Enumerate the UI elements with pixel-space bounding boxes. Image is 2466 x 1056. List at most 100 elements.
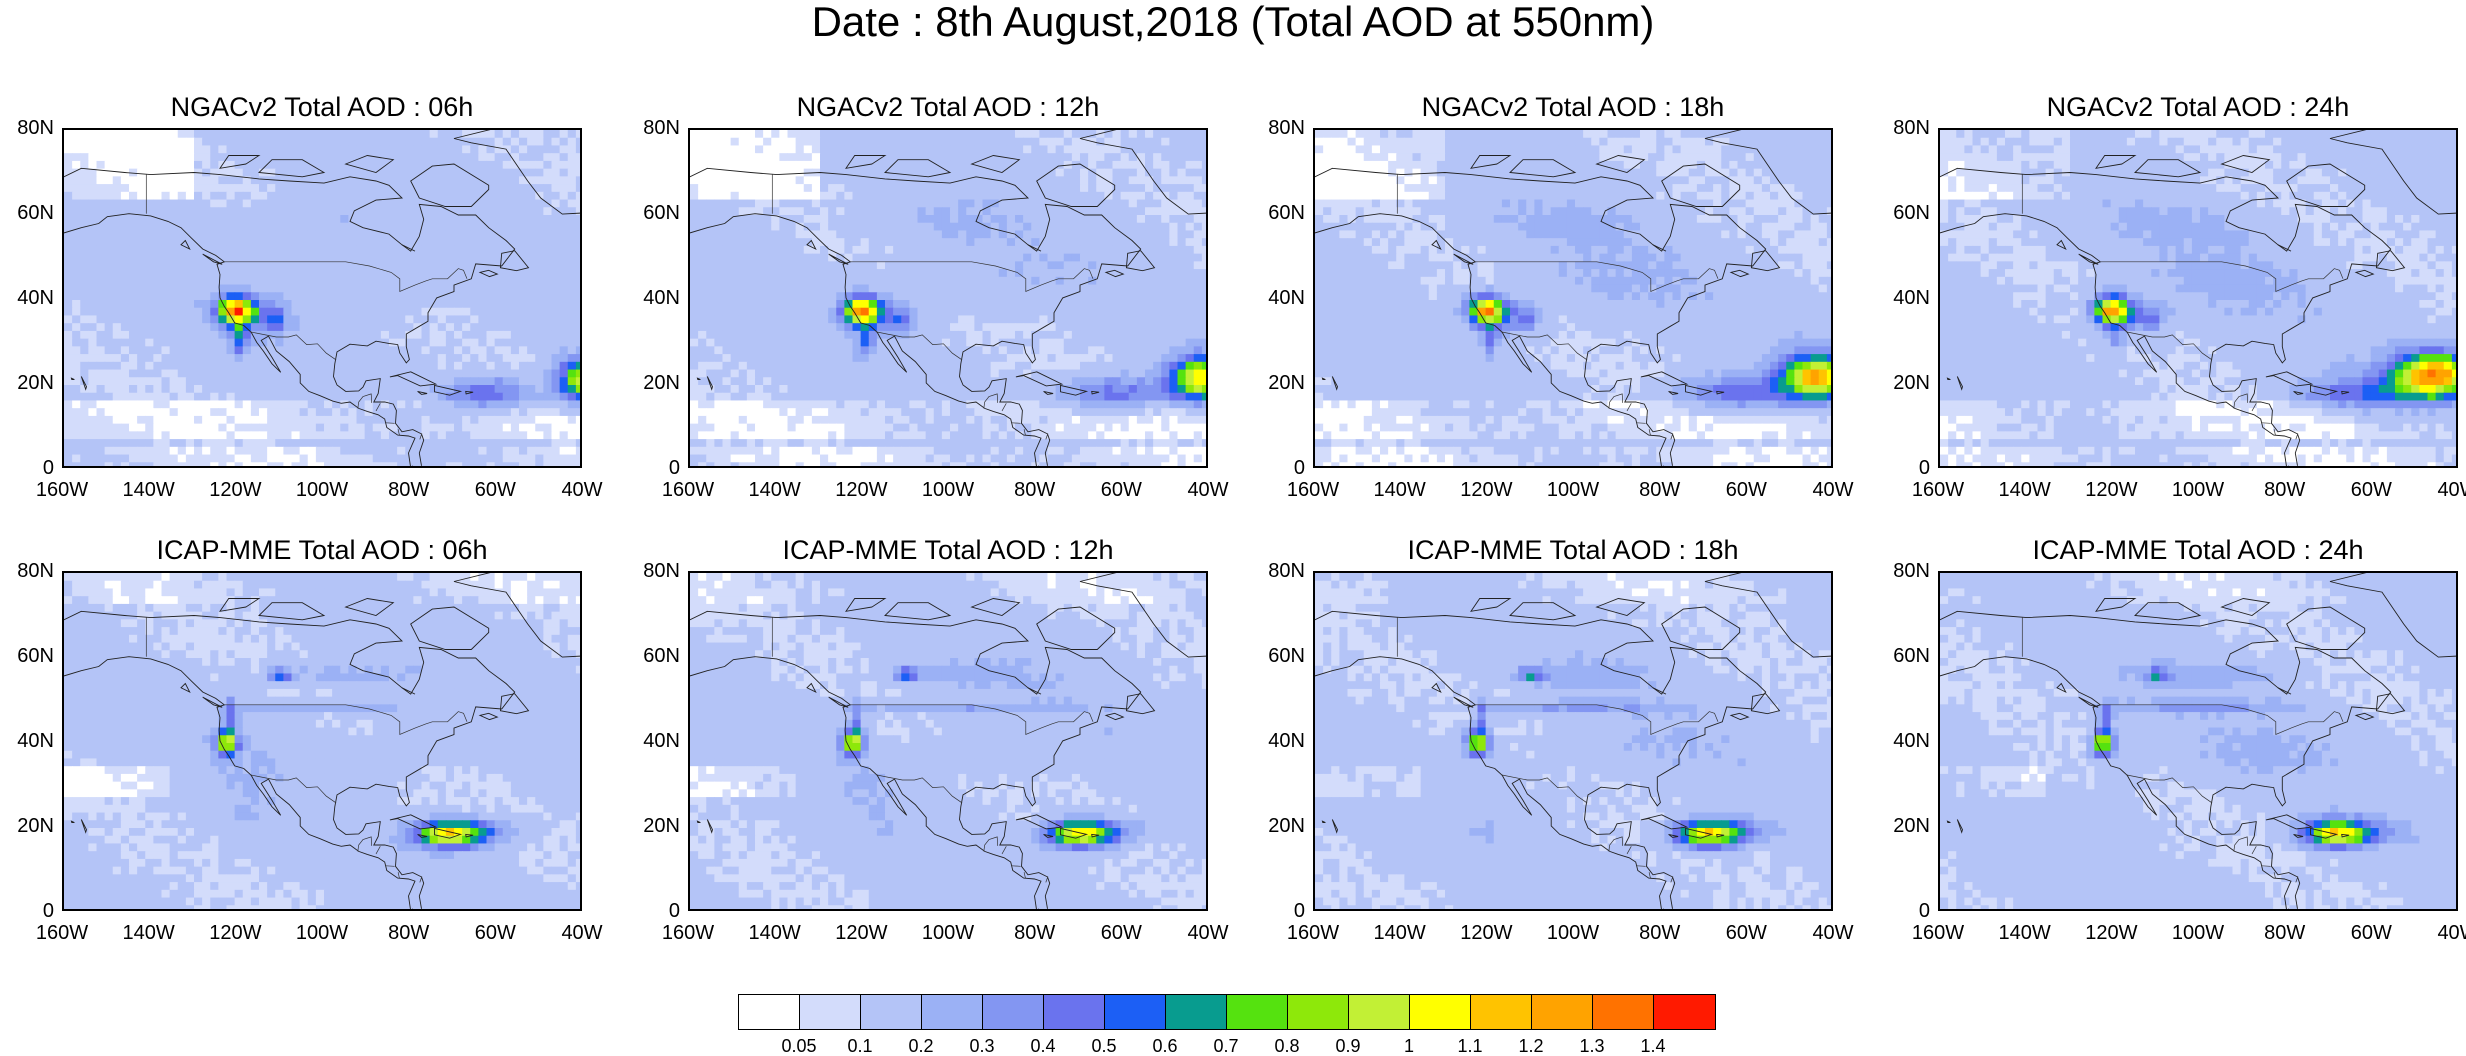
colorbar-swatch: [983, 995, 1044, 1029]
x-tick-label: 140W: [735, 923, 815, 943]
panel-title: NGACv2 Total AOD : 06h: [62, 92, 582, 122]
aod-map: [1938, 571, 2458, 911]
y-tick-label: 0: [620, 901, 680, 921]
y-tick-label: 40N: [1245, 288, 1305, 308]
x-tick-label: 80W: [2245, 923, 2325, 943]
colorbar-swatch: [1410, 995, 1471, 1029]
map-panel: NGACv2 Total AOD : 24h 80N 60N 40N 20N 0 160W 1…: [1893, 92, 2466, 500]
x-tick-label: 80W: [995, 480, 1075, 500]
x-tick-label: 120W: [195, 480, 275, 500]
y-tick-label: 0: [0, 458, 54, 478]
y-tick-label: 0: [620, 458, 680, 478]
x-tick-label: 100W: [2158, 923, 2238, 943]
coastlines: [1315, 130, 1831, 466]
aod-field-svg: [1940, 130, 2456, 466]
country-borders: [1396, 174, 1719, 440]
y-tick-label: 80N: [0, 118, 54, 138]
colorbar-swatch: [1227, 995, 1288, 1029]
x-tick-label: 160W: [1898, 923, 1978, 943]
x-tick-label: 100W: [282, 480, 362, 500]
y-tick-label: 0: [1245, 901, 1305, 921]
aod-grid-cells: [1315, 130, 1831, 466]
y-tick-label: 20N: [1870, 373, 1930, 393]
x-tick-label: 160W: [648, 480, 728, 500]
x-tick-label: 40W: [2418, 923, 2466, 943]
aod-grid-cells: [1940, 573, 2456, 909]
aod-map: [1313, 571, 1833, 911]
x-tick-label: 100W: [1533, 480, 1613, 500]
panel-title: ICAP-MME Total AOD : 24h: [1938, 535, 2458, 565]
y-tick-label: 40N: [1245, 731, 1305, 751]
x-tick-label: 120W: [1446, 480, 1526, 500]
y-tick-label: 40N: [620, 288, 680, 308]
colorbar-swatch: [1349, 995, 1410, 1029]
aod-map: [62, 128, 582, 468]
x-tick-label: 100W: [1533, 923, 1613, 943]
y-tick-label: 60N: [1245, 646, 1305, 666]
map-panel: ICAP-MME Total AOD : 12h 80N 60N 40N 20N 0 160…: [643, 535, 1228, 943]
aod-grid-cells: [1315, 573, 1831, 909]
x-tick-label: 160W: [22, 923, 102, 943]
x-tick-label: 80W: [1620, 480, 1700, 500]
country-borders: [2021, 617, 2344, 883]
x-tick-label: 160W: [1273, 480, 1353, 500]
y-tick-label: 0: [1245, 458, 1305, 478]
x-tick-label: 160W: [648, 923, 728, 943]
colorbar-swatch: [1105, 995, 1166, 1029]
colorbar-label: 0.7: [1196, 1036, 1256, 1056]
y-tick-label: 80N: [1245, 561, 1305, 581]
colorbar-swatch: [1044, 995, 1105, 1029]
x-tick-label: 100W: [908, 923, 988, 943]
y-tick-label: 60N: [1870, 646, 1930, 666]
x-tick-label: 160W: [22, 480, 102, 500]
colorbar-swatch: [1288, 995, 1349, 1029]
colorbar-label: 1.4: [1623, 1036, 1683, 1056]
x-tick-label: 120W: [2071, 480, 2151, 500]
y-tick-label: 80N: [620, 561, 680, 581]
x-tick-label: 40W: [1793, 480, 1873, 500]
x-tick-label: 140W: [1360, 480, 1440, 500]
y-tick-label: 60N: [620, 203, 680, 223]
x-tick-label: 140W: [1985, 480, 2065, 500]
colorbar-swatch: [1532, 995, 1593, 1029]
map-panel: ICAP-MME Total AOD : 06h 80N 60N 40N 20N 0 160…: [17, 535, 602, 943]
aod-grid-cells: [690, 573, 1206, 909]
figure-title: Date : 8th August,2018 (Total AOD at 550…: [0, 0, 2466, 44]
y-tick-label: 20N: [1245, 373, 1305, 393]
colorbar-swatch: [1471, 995, 1532, 1029]
panel-title: NGACv2 Total AOD : 18h: [1313, 92, 1833, 122]
colorbar-swatch: [800, 995, 861, 1029]
colorbar-label: 0.9: [1318, 1036, 1378, 1056]
aod-map: [688, 128, 1208, 468]
colorbar-swatch: [861, 995, 922, 1029]
panel-title: ICAP-MME Total AOD : 12h: [688, 535, 1208, 565]
x-tick-label: 100W: [282, 923, 362, 943]
x-tick-label: 60W: [1706, 480, 1786, 500]
x-tick-label: 40W: [1793, 923, 1873, 943]
colorbar-label: 0.2: [891, 1036, 951, 1056]
x-tick-label: 80W: [369, 923, 449, 943]
aod-map: [1313, 128, 1833, 468]
colorbar-swatch: [1593, 995, 1654, 1029]
map-panel: ICAP-MME Total AOD : 24h 80N 60N 40N 20N 0 160…: [1893, 535, 2466, 943]
aod-field-svg: [690, 573, 1206, 909]
coastlines: [64, 130, 580, 466]
x-tick-label: 160W: [1273, 923, 1353, 943]
y-tick-label: 60N: [1245, 203, 1305, 223]
map-panel: NGACv2 Total AOD : 06h 80N 60N 40N 20N 0 160W 1…: [17, 92, 602, 500]
aod-field-svg: [64, 573, 580, 909]
aod-map: [688, 571, 1208, 911]
x-tick-label: 40W: [2418, 480, 2466, 500]
aod-field-svg: [64, 130, 580, 466]
x-tick-label: 60W: [1706, 923, 1786, 943]
aod-grid-cells: [64, 573, 580, 909]
panel-title: ICAP-MME Total AOD : 18h: [1313, 535, 1833, 565]
y-tick-label: 40N: [0, 288, 54, 308]
y-tick-label: 60N: [1870, 203, 1930, 223]
coastlines: [1315, 573, 1831, 909]
aod-field-svg: [690, 130, 1206, 466]
x-tick-label: 40W: [1168, 480, 1248, 500]
x-tick-label: 40W: [1168, 923, 1248, 943]
x-tick-label: 60W: [1081, 480, 1161, 500]
colorbar-swatch: [739, 995, 800, 1029]
